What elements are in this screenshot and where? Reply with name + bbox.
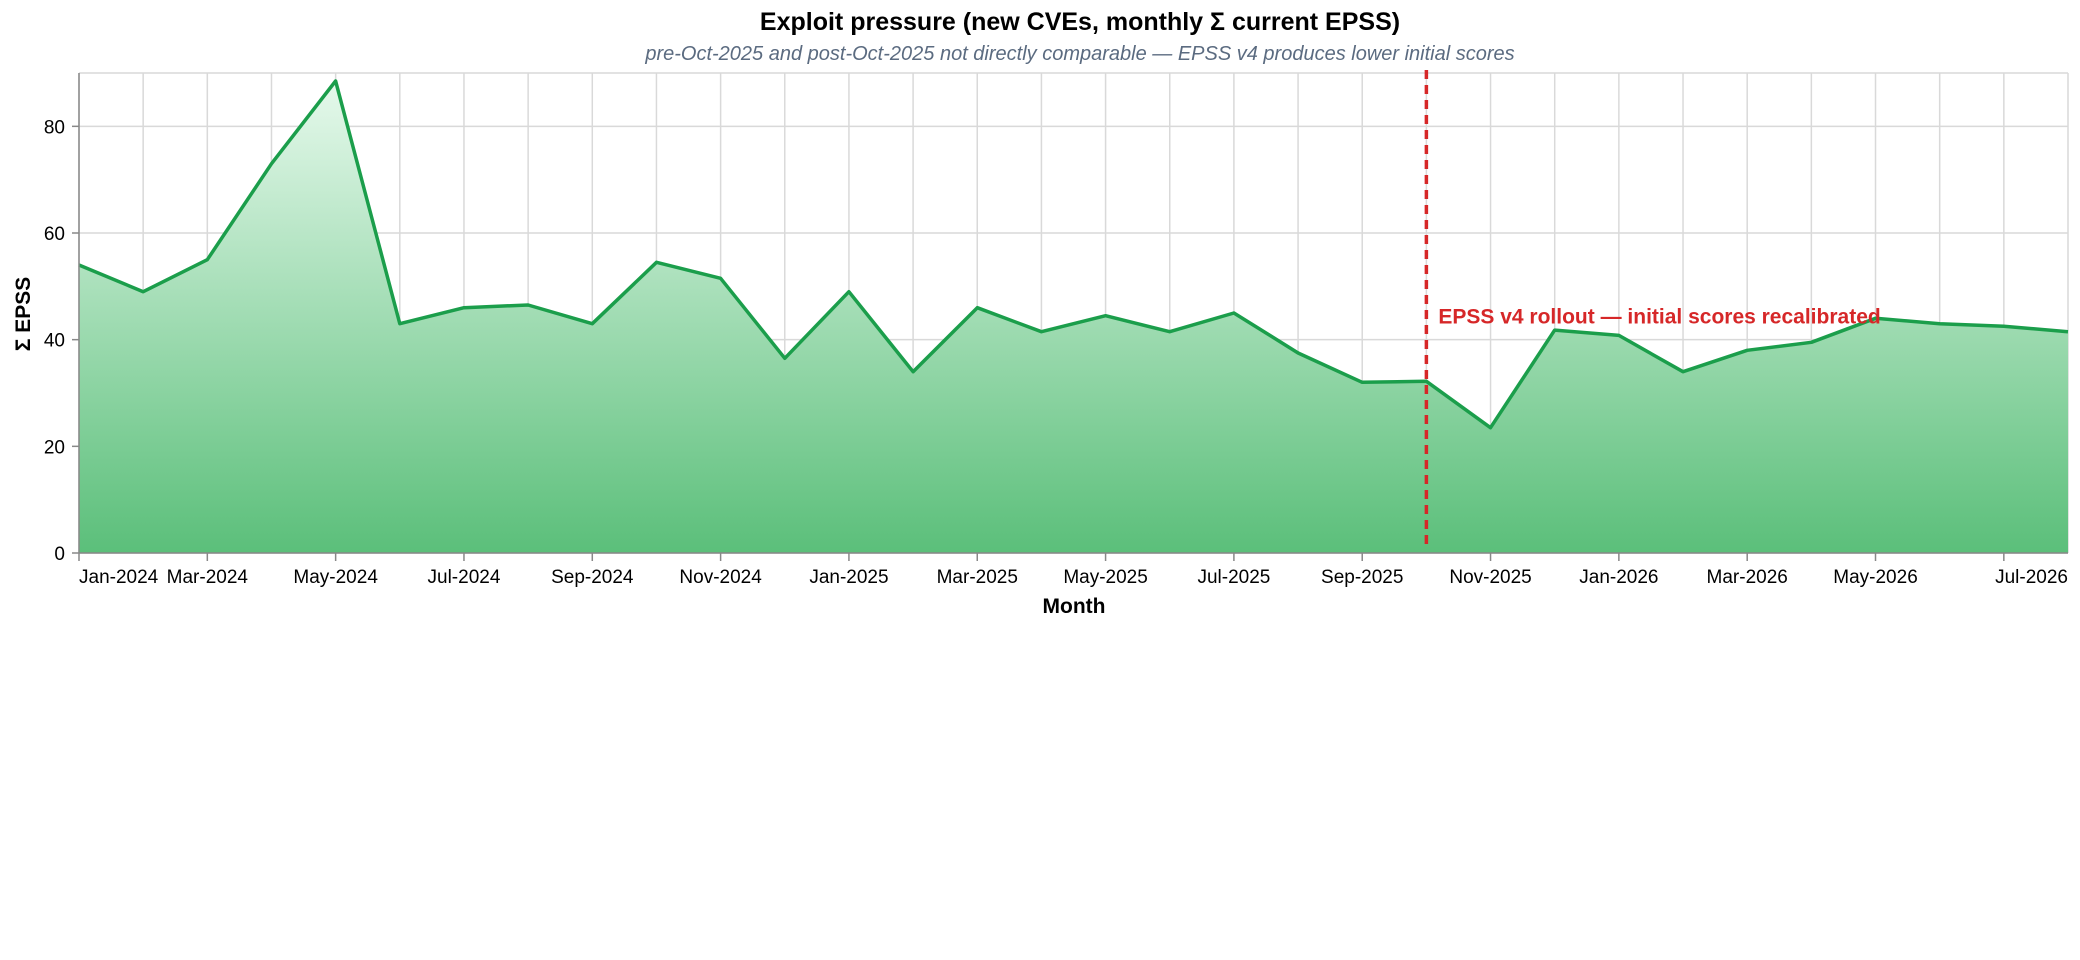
x-tick-label: May-2024 [293, 567, 378, 588]
x-tick-label: Jul-2024 [428, 567, 501, 588]
x-tick-label: Jul-2025 [1197, 567, 1270, 588]
chart-subtitle: pre-Oct-2025 and post-Oct-2025 not direc… [644, 43, 1514, 65]
y-tick-label: 0 [54, 544, 65, 565]
x-tick-label: Mar-2024 [167, 567, 249, 588]
x-tick-label: Jul-2026 [1995, 567, 2068, 588]
annotation-label: EPSS v4 rollout — initial scores recalib… [1438, 306, 1880, 329]
x-tick-label: Mar-2025 [937, 567, 1018, 588]
x-axis-title: Month [1043, 595, 1106, 618]
x-tick-label: Jan-2024 [79, 567, 159, 588]
x-tick-label: Nov-2025 [1449, 567, 1531, 588]
y-tick-label: 60 [44, 224, 65, 245]
axes: 0 20 40 60 80 Jan-2024 Mar-2024 May-2024 Jul-202… [44, 73, 2068, 588]
annotation: EPSS v4 rollout — initial scores recalib… [1424, 70, 1881, 548]
y-tick-label: 40 [44, 331, 65, 352]
y-tick-label: 80 [44, 117, 65, 138]
chart-title: Exploit pressure (new CVEs, monthly Σ cu… [760, 8, 1400, 36]
x-tick-label: Nov-2024 [679, 567, 762, 588]
x-tick-label: Sep-2025 [1321, 567, 1403, 588]
x-tick-label: Mar-2026 [1707, 567, 1788, 588]
y-tick-label: 20 [44, 437, 65, 458]
x-tick-label: Jan-2025 [809, 567, 888, 588]
area-fill [79, 81, 2068, 553]
y-axis-title: Σ EPSS [12, 277, 35, 351]
x-tick-label: May-2026 [1833, 567, 1918, 588]
x-tick-label: Sep-2024 [551, 567, 634, 588]
series-line [78, 79, 2069, 430]
x-tick-label: Jan-2026 [1579, 567, 1658, 588]
x-tick-label: May-2025 [1063, 567, 1148, 588]
